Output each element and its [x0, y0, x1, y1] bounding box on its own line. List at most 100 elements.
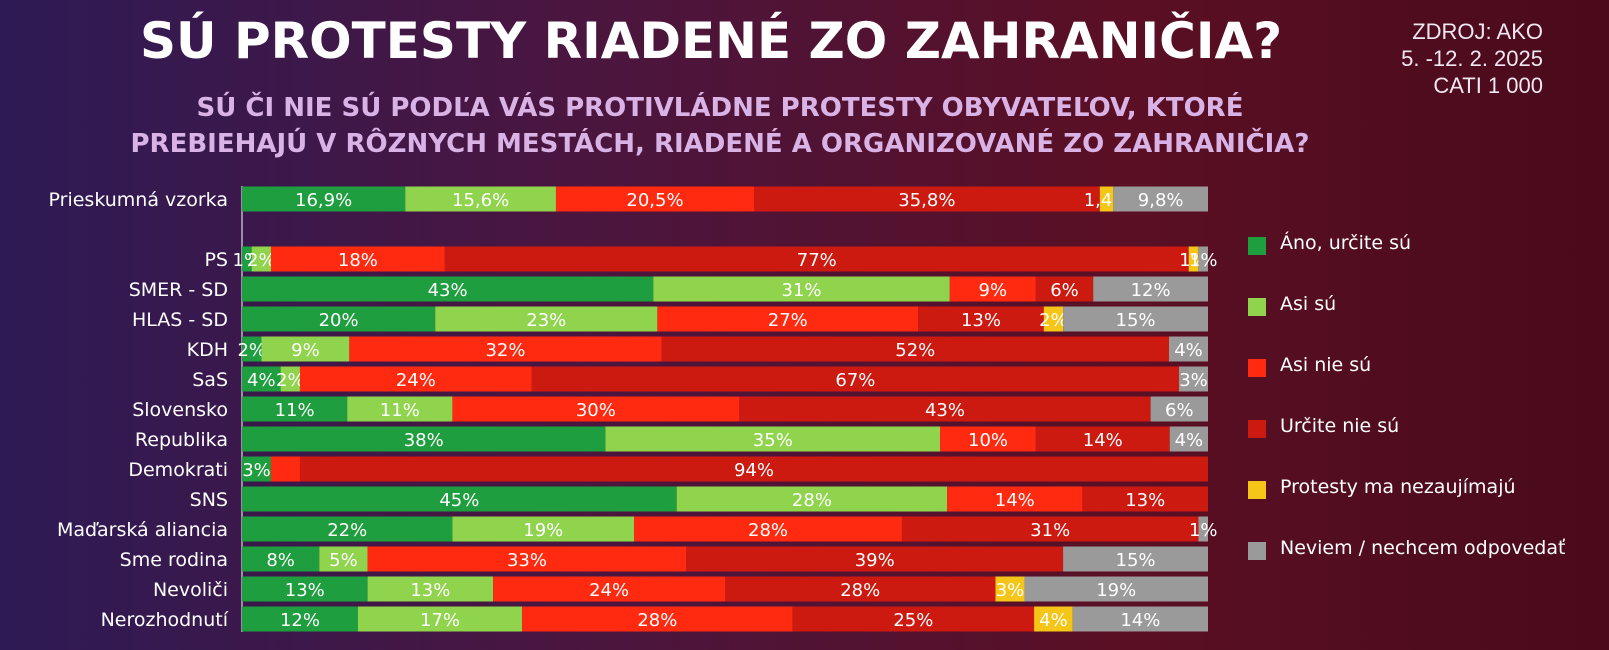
data-label: 45%: [439, 490, 479, 511]
bar-segment: [531, 366, 1180, 392]
bar-segment: [753, 186, 1100, 212]
data-label: 67%: [835, 370, 875, 391]
data-label: 23%: [526, 310, 566, 331]
data-label: 1%: [1189, 520, 1218, 541]
data-label: 9,8%: [1138, 190, 1184, 211]
data-label: 43%: [428, 280, 468, 301]
bar-segment: [1063, 306, 1208, 332]
data-label: 17%: [420, 610, 460, 631]
legend-label: Asi nie sú: [1280, 354, 1372, 376]
bar-segment: [242, 546, 320, 572]
data-label: 35,8%: [898, 190, 955, 211]
legend-label: Neviem / nechcem odpovedať: [1280, 537, 1566, 559]
bar-segment: [1082, 486, 1208, 512]
legend-swatch: [1248, 359, 1266, 377]
bar-segment: [949, 276, 1036, 302]
bar-segment: [947, 486, 1083, 512]
legend-swatch: [1248, 542, 1266, 560]
bar-segment: [242, 516, 453, 542]
bar-segment: [653, 276, 950, 302]
data-label: 6%: [1165, 400, 1194, 421]
data-label: 94%: [734, 460, 774, 481]
data-label: 39%: [855, 550, 895, 571]
subtitle-line-1: SÚ ČI NIE SÚ PODĽA VÁS PROTIVLÁDNE PROTE…: [196, 93, 1244, 123]
bar-segment: [1043, 306, 1064, 332]
data-label: 25%: [893, 610, 933, 631]
category-label: SaS: [192, 369, 228, 391]
bar-segment: [357, 606, 523, 632]
legend-item: Asi nie sú: [1248, 354, 1565, 415]
bar-segment: [634, 516, 902, 542]
legend-item: Áno, určite sú: [1248, 232, 1565, 293]
bar-segment: [242, 576, 368, 602]
data-label: 10%: [968, 430, 1008, 451]
data-label: 32%: [485, 340, 525, 361]
source-line-3: CATI 1 000: [1433, 73, 1543, 98]
bar-segment: [792, 606, 1035, 632]
bar-segment: [242, 246, 252, 272]
legend-item: Protesty ma nezaujímajú: [1248, 476, 1565, 537]
data-label: 9%: [979, 280, 1008, 301]
data-label: 3%: [996, 580, 1025, 601]
category-label: SMER - SD: [129, 279, 228, 301]
bar-segment: [242, 186, 406, 212]
bar-segment: [1072, 606, 1208, 632]
bar-segment: [242, 396, 348, 422]
data-label: 52%: [895, 340, 935, 361]
category-label: Prieskumná vzorka: [49, 189, 228, 211]
category-label: Republika: [135, 429, 228, 451]
bar-segment: [725, 576, 996, 602]
data-label: 6%: [1050, 280, 1079, 301]
bar-segment: [1168, 336, 1208, 362]
bar-segment: [686, 546, 1064, 572]
data-label: 19%: [1096, 580, 1136, 601]
data-label: 19%: [523, 520, 563, 541]
data-label: 2%: [276, 370, 305, 391]
legend-label: Protesty ma nezaujímajú: [1280, 476, 1516, 498]
bar-segment: [918, 306, 1044, 332]
bar-segment: [349, 336, 662, 362]
data-label: 31%: [782, 280, 822, 301]
data-label: 13%: [410, 580, 450, 601]
data-label: 13%: [961, 310, 1001, 331]
data-label: 24%: [589, 580, 629, 601]
category-label: Sme rodina: [120, 549, 228, 571]
bar-segment: [1093, 276, 1208, 302]
data-label: 5%: [329, 550, 358, 571]
data-label: 15,6%: [452, 190, 509, 211]
data-label: 15%: [1116, 310, 1156, 331]
data-label: 20,5%: [626, 190, 683, 211]
category-label: Slovensko: [132, 399, 228, 421]
bar-segment: [367, 576, 494, 602]
bar-segment: [1113, 186, 1208, 212]
legend-label: Asi sú: [1280, 293, 1337, 315]
bar-segment: [242, 276, 654, 302]
category-label: SNS: [190, 489, 228, 511]
data-label: 14%: [1120, 610, 1160, 631]
data-label: 22%: [327, 520, 367, 541]
data-label: 2%: [247, 250, 276, 271]
bar-segment: [1198, 516, 1208, 542]
data-label: 11%: [380, 400, 420, 421]
category-label: Maďarská aliancia: [57, 519, 228, 541]
data-label: 1%: [1189, 250, 1218, 271]
legend: Áno, určite sú Asi sú Asi nie sú Určite nie…: [1248, 232, 1565, 598]
bar-segment: [270, 456, 300, 482]
bar-segment: [555, 186, 754, 212]
category-label: Demokrati: [128, 459, 228, 481]
bar-segment: [1024, 576, 1208, 602]
bar-segment: [270, 246, 445, 272]
data-label: 14%: [995, 490, 1035, 511]
bar-segment: [1150, 396, 1208, 422]
chart-subtitle: SÚ ČI NIE SÚ PODĽA VÁS PROTIVLÁDNE PROTE…: [100, 90, 1340, 162]
bar-segment: [1063, 546, 1208, 572]
category-label: HLAS - SD: [132, 309, 228, 331]
legend-swatch: [1248, 237, 1266, 255]
source-line-2: 5. -12. 2. 2025: [1401, 46, 1543, 71]
bar-segment: [452, 516, 635, 542]
data-label: 16,9%: [295, 190, 352, 211]
data-label: 28%: [840, 580, 880, 601]
category-label: PS: [204, 249, 228, 271]
data-label: 35%: [753, 430, 793, 451]
bar-segment: [940, 426, 1036, 452]
